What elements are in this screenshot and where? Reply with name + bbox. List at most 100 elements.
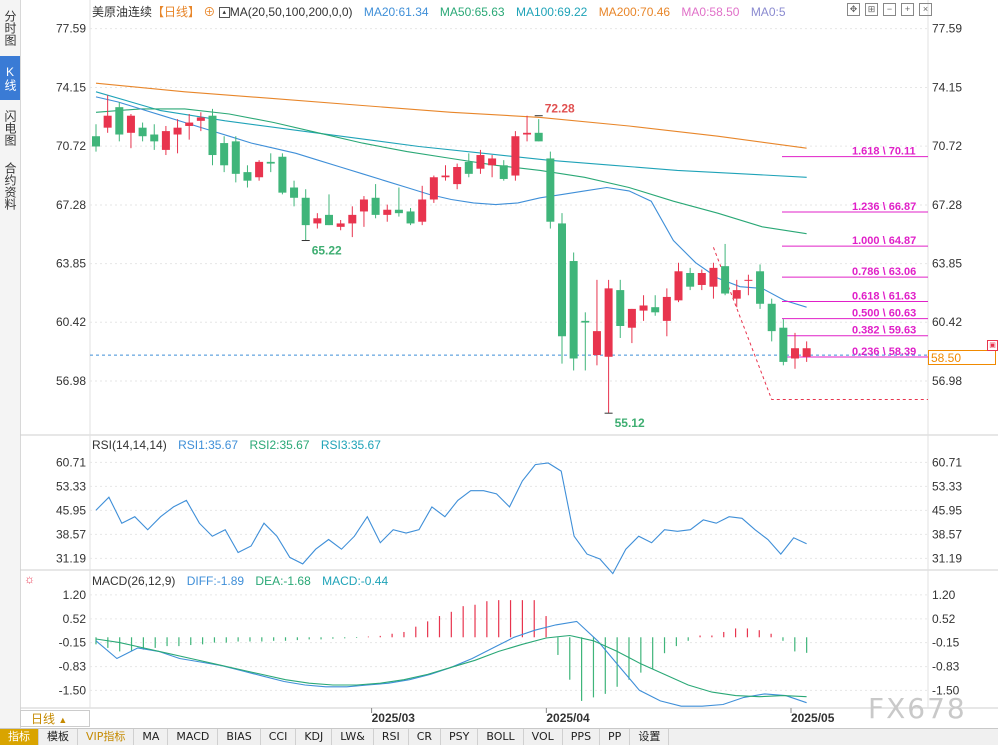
candle-up (185, 122, 194, 126)
close-icon[interactable]: × (919, 3, 932, 16)
macd-value: MACD:-0.44 (322, 574, 389, 588)
candle-up (697, 273, 706, 285)
toolbar-item-10[interactable]: CR (409, 729, 442, 745)
toolbar-item-1[interactable]: 模板 (39, 729, 78, 745)
tab-kline-chart[interactable]: K线图 (0, 56, 20, 100)
candle-down (150, 134, 159, 142)
toolbar-item-7[interactable]: KDJ (296, 729, 333, 745)
candle-up (523, 132, 532, 135)
toolbar-item-9[interactable]: RSI (374, 729, 409, 745)
macd-tick-label-left: -0.15 (59, 636, 87, 650)
rsi-tick-label-right: 31.19 (932, 551, 962, 565)
toolbar-item-5[interactable]: BIAS (218, 729, 261, 745)
candle-down (278, 156, 287, 193)
toolbar-item-6[interactable]: CCI (261, 729, 297, 745)
candle-down (92, 136, 100, 147)
candle-up (674, 271, 683, 301)
grid-icon[interactable]: ⊞ (865, 3, 878, 16)
rsi-legend: RSI(14,14,14) RSI1:35.67 RSI2:35.67 RSI3… (92, 438, 389, 452)
price-marker-icon[interactable]: ▣ (987, 340, 998, 351)
fib-level-label: 1.618 \ 70.11 (852, 146, 916, 158)
candle-up (511, 136, 520, 176)
ma0-value: MA0:58.50 (681, 5, 740, 19)
add-icon[interactable]: ⊕ (203, 5, 216, 19)
toolbar-item-12[interactable]: BOLL (478, 729, 524, 745)
indicator-settings-icon[interactable]: ▴ (218, 7, 230, 19)
toolbar-item-0[interactable]: 指标 (0, 729, 39, 745)
candle-up (476, 155, 485, 169)
tab-time-chart[interactable]: 分时图 (3, 10, 17, 46)
candle-down (220, 143, 229, 166)
candle-up (802, 348, 811, 357)
candle-down (231, 141, 240, 174)
price-tick-label-left: 56.98 (56, 374, 86, 388)
candle-down (406, 211, 415, 224)
dea-line (95, 634, 807, 698)
sun-icon[interactable]: ☼ (24, 572, 35, 586)
price-tick-label-right: 67.28 (932, 198, 962, 212)
candle-up (453, 167, 462, 185)
fib-level-label: 1.000 \ 64.87 (852, 235, 916, 247)
toolbar-item-2[interactable]: VIP指标 (78, 729, 135, 745)
candle-down (651, 307, 660, 313)
tab-contract-info[interactable]: 合约资料 (3, 162, 17, 210)
price-tick-label-left: 77.59 (56, 22, 86, 36)
rsi-line (95, 462, 807, 575)
rsi-tick-label-left: 45.95 (56, 503, 86, 517)
rsi-tick-label-right: 60.71 (932, 455, 962, 469)
toolbar-item-13[interactable]: VOL (524, 729, 563, 745)
candle-up (429, 177, 438, 200)
tab-flash-chart[interactable]: 闪电图 (3, 110, 17, 146)
fib-level-label: 0.786 \ 63.06 (852, 266, 916, 278)
price-tick-label-right: 70.72 (932, 139, 962, 153)
diff-value: DIFF:-1.89 (186, 574, 245, 588)
candle-up (126, 115, 135, 133)
macd-params[interactable]: MACD(26,12,9) (92, 574, 176, 588)
period-selector[interactable]: 日线 ▲ (20, 710, 90, 727)
rsi-params[interactable]: RSI(14,14,14) (92, 438, 167, 452)
price-tick-label-right: 77.59 (932, 22, 962, 36)
toolbar-item-8[interactable]: LW& (332, 729, 374, 745)
candle-down (243, 172, 252, 181)
current-price-tag: 58.50 (928, 350, 996, 365)
toolbar-item-16[interactable]: 设置 (630, 729, 670, 745)
rsi3-value: RSI3:35.67 (320, 438, 381, 452)
candle-down (558, 223, 566, 337)
toolbar-item-3[interactable]: MA (134, 729, 169, 745)
candle-down (499, 165, 508, 179)
move-icon[interactable]: ✥ (847, 3, 860, 16)
macd-tick-label-left: 1.20 (63, 588, 87, 602)
toolbar-item-11[interactable]: PSY (441, 729, 479, 745)
toolbar-item-14[interactable]: PPS (563, 729, 601, 745)
x-axis-label: 2025/04 (546, 711, 590, 725)
macd-tick-label-right: 0.52 (932, 612, 956, 626)
candle-up (359, 199, 368, 212)
candle-down (779, 327, 788, 362)
chart-canvas: 77.59 77.59 74.15 74.15 70.72 70.72 67.28 67.28… (20, 0, 998, 725)
ma50-value: MA50:65.63 (439, 5, 505, 19)
candle-down (394, 209, 403, 214)
toolbar-item-4[interactable]: MACD (168, 729, 219, 745)
candle-up (196, 117, 205, 121)
macd-legend: MACD(26,12,9) DIFF:-1.89 DEA:-1.68 MACD:… (92, 574, 396, 588)
x-axis-label: 2025/03 (372, 711, 416, 725)
ma200-value: MA200:70.46 (598, 5, 671, 19)
rsi-tick-label-right: 53.33 (932, 479, 962, 493)
toolbar-item-15[interactable]: PP (600, 729, 631, 745)
rsi-tick-label-right: 38.57 (932, 527, 962, 541)
candle-up (441, 175, 450, 178)
candle-up (627, 308, 636, 328)
candle-down (115, 107, 124, 135)
minus-icon[interactable]: − (883, 3, 896, 16)
candle-up (161, 131, 170, 150)
candle-up (383, 209, 392, 215)
candle-down (138, 127, 147, 137)
candle-up (173, 127, 182, 135)
candle-down (546, 158, 555, 222)
candle-down (208, 115, 217, 156)
candle-down (534, 132, 543, 142)
candle-down (756, 271, 765, 304)
plus-icon[interactable]: + (901, 3, 914, 16)
price-tick-label-right: 56.98 (932, 374, 962, 388)
instrument-title[interactable]: 美原油连续 (92, 5, 153, 19)
